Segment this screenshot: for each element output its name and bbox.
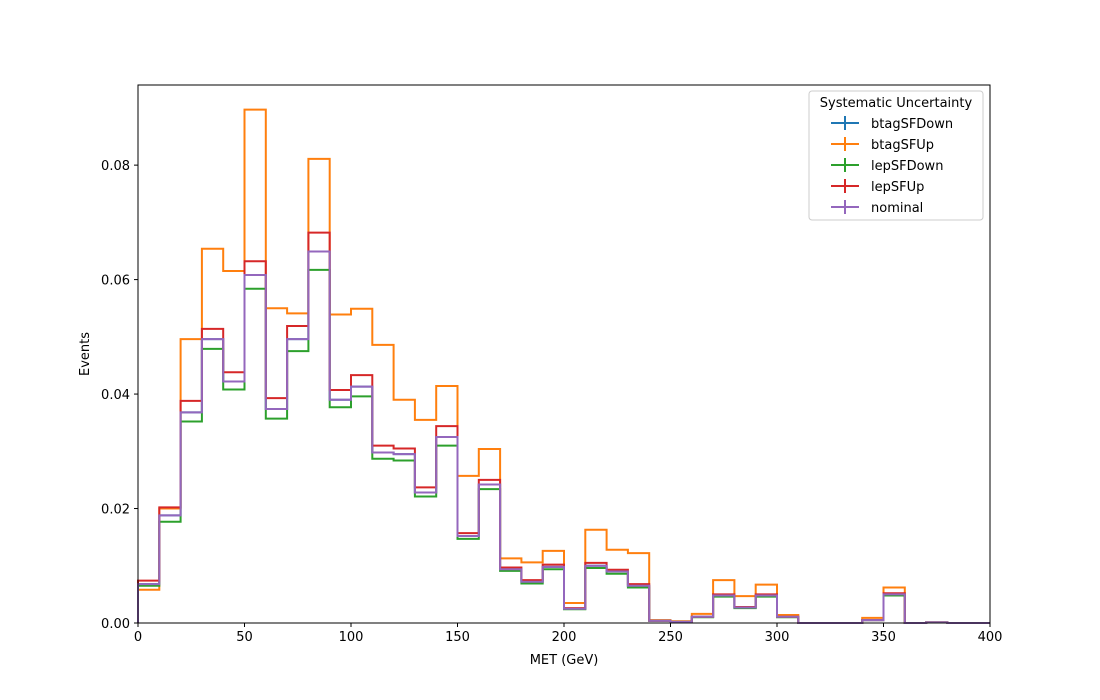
x-axis-label: MET (GeV): [530, 653, 599, 668]
x-tick-label: 0: [134, 630, 142, 645]
x-tick-label: 350: [871, 630, 896, 645]
y-axis-ticks: 0.00 0.02 0.04 0.06 0.08: [101, 159, 138, 632]
x-axis-ticks: 0 50 100 150 200 250 300 350 400: [134, 623, 1003, 645]
x-tick-label: 150: [445, 630, 470, 645]
legend: Systematic Uncertainty btagSFDown btagSFUp…: [808, 90, 984, 221]
x-tick-label: 300: [765, 630, 790, 645]
y-tick-label: 0.02: [101, 503, 130, 518]
legend-label: btagSFDown: [871, 117, 953, 132]
legend-label: nominal: [871, 201, 923, 216]
legend-item-lepSFDown: lepSFDown: [831, 158, 943, 174]
y-tick-label: 0.06: [101, 274, 130, 289]
legend-label: lepSFUp: [871, 180, 924, 195]
x-tick-label: 50: [236, 630, 253, 645]
x-tick-label: 400: [978, 630, 1003, 645]
legend-title: Systematic Uncertainty: [820, 96, 973, 111]
legend-item-btagSFUp: btagSFUp: [831, 137, 934, 153]
legend-label: btagSFUp: [871, 138, 934, 153]
x-tick-label: 250: [658, 630, 683, 645]
x-tick-label: 100: [339, 630, 364, 645]
x-tick-label: 200: [552, 630, 577, 645]
legend-label: lepSFDown: [871, 159, 943, 174]
legend-item-nominal: nominal: [831, 200, 923, 216]
y-tick-label: 0.08: [101, 159, 130, 174]
legend-item-lepSFUp: lepSFUp: [831, 179, 924, 195]
y-tick-label: 0.00: [101, 617, 130, 632]
y-tick-label: 0.04: [101, 388, 130, 403]
legend-item-btagSFDown: btagSFDown: [831, 116, 953, 132]
y-axis-label: Events: [78, 332, 93, 376]
